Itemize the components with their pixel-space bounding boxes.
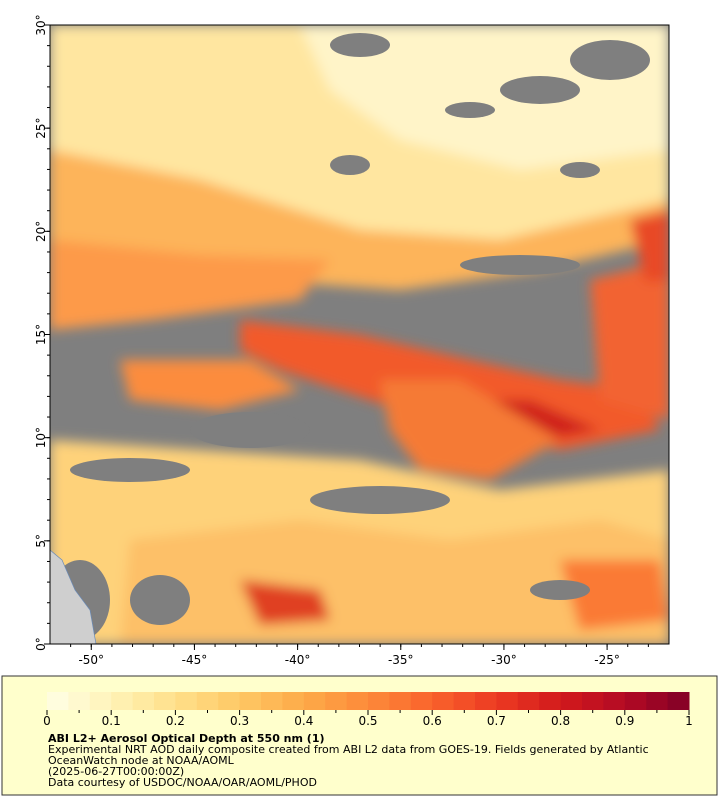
caption-line: OceanWatch node at NOAA/AOML	[48, 754, 235, 767]
colorbar-tick-label: 0.2	[166, 714, 185, 728]
colorbar-cell	[389, 692, 412, 710]
colorbar-tick-label: 0.3	[230, 714, 249, 728]
colorbar-cell	[346, 692, 369, 710]
map-field	[50, 25, 669, 644]
colorbar-cell	[111, 692, 134, 710]
colorbar-tick-label: 0.6	[423, 714, 442, 728]
colorbar-cell	[560, 692, 583, 710]
colorbar-tick-label: 0.4	[294, 714, 313, 728]
x-tick-label: -35°	[388, 653, 414, 667]
colorbar-cell	[582, 692, 604, 710]
colorbar-cell	[517, 692, 540, 710]
colorbar-tick-label: 0.1	[102, 714, 121, 728]
colorbar-cell	[325, 692, 348, 710]
colorbar-cell	[624, 692, 647, 710]
x-tick-label: -30°	[491, 653, 517, 667]
colorbar-tick-label: 0.8	[551, 714, 570, 728]
axes: -50° -45° -40° -35° -30° -25° 0° 5° 10° 15° 20° 25°…	[34, 14, 649, 667]
y-tick-label: 20°	[34, 221, 48, 242]
colorbar-tick-label: 0.7	[487, 714, 506, 728]
colorbar-cell	[432, 692, 455, 710]
colorbar-cell	[303, 692, 326, 710]
y-tick-label: 5°	[34, 534, 48, 548]
colorbar-cell	[68, 692, 91, 710]
colorbar-cell	[496, 692, 519, 710]
colorbar-cell	[239, 692, 262, 710]
colorbar-cell	[89, 692, 112, 710]
x-tick-label: -50°	[78, 653, 104, 667]
colorbar-cell	[47, 692, 69, 710]
colorbar: 0 0.1 0.2 0.3 0.4 0.5 0.6 0.7 0.8 0.9 1	[43, 692, 693, 728]
x-tick-label: -45°	[182, 653, 208, 667]
caption-line: (2025-06-27T00:00:00Z)	[48, 765, 184, 778]
colorbar-tick-label: 1	[685, 714, 693, 728]
colorbar-cell	[646, 692, 669, 710]
colorbar-cell	[175, 692, 198, 710]
colorbar-cell	[475, 692, 497, 710]
colorbar-cell	[261, 692, 283, 710]
y-tick-label: 30°	[34, 14, 48, 35]
colorbar-tick-label: 0.9	[615, 714, 634, 728]
y-tick-label: 0°	[34, 637, 48, 651]
colorbar-cell	[282, 692, 305, 710]
colorbar-cell	[603, 692, 626, 710]
caption-title: ABI L2+ Aerosol Optical Depth at 550 nm …	[48, 732, 325, 745]
caption-line: Experimental NRT AOD daily composite cre…	[48, 743, 649, 756]
x-tick-label: -40°	[285, 653, 311, 667]
colorbar-cell	[410, 692, 433, 710]
colorbar-cell	[132, 692, 155, 710]
y-tick-label: 15°	[34, 324, 48, 345]
caption-line: Data courtesy of USDOC/NOAA/OAR/AOML/PHO…	[48, 776, 317, 789]
colorbar-cell	[667, 692, 690, 710]
y-tick-label: 25°	[34, 118, 48, 139]
colorbar-cell	[453, 692, 476, 710]
y-tick-label: 10°	[34, 427, 48, 448]
colorbar-tick-label: 0.5	[358, 714, 377, 728]
x-tick-label: -25°	[594, 653, 620, 667]
colorbar-cell	[218, 692, 241, 710]
colorbar-cell	[539, 692, 562, 710]
colorbar-cell	[368, 692, 390, 710]
colorbar-cell	[154, 692, 176, 710]
colorbar-cell	[196, 692, 219, 710]
colorbar-tick-label: 0	[43, 714, 51, 728]
